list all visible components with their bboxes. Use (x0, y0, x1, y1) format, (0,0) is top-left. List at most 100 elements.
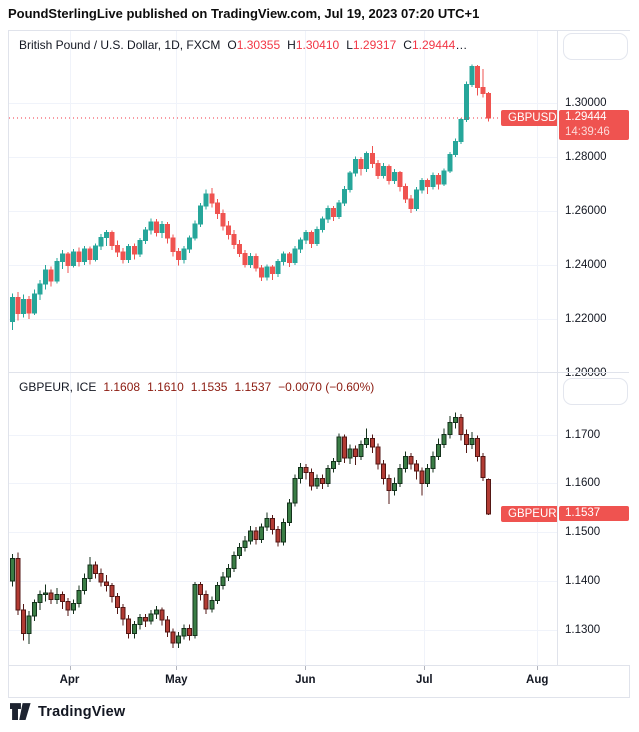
candle-body (325, 468, 331, 484)
symbol-badge-gbpusd: GBPUSD (501, 109, 557, 126)
candle-body (259, 267, 265, 278)
candle-body (10, 296, 15, 323)
month-label-aug: Aug (526, 674, 549, 686)
candle-body (59, 593, 65, 602)
candle-body (463, 434, 469, 445)
candle-body (37, 593, 43, 604)
candle-body (76, 251, 82, 263)
candle-body (303, 467, 309, 474)
candle-body (253, 530, 259, 540)
candle-body (353, 159, 359, 174)
candle-body (480, 456, 486, 478)
candle-body (236, 547, 242, 556)
month-tick (70, 666, 71, 670)
candles-series (10, 412, 492, 649)
candle-body (375, 163, 381, 176)
candle-body (408, 198, 414, 209)
time-axis[interactable]: Apr May Jun Jul Aug (9, 665, 629, 697)
candle-body (109, 585, 115, 597)
candle-body (209, 193, 215, 204)
candle-body (70, 251, 76, 267)
candle-body (153, 609, 159, 615)
legend-value: 1.1608 (103, 380, 141, 394)
candle-body (192, 584, 198, 636)
candle-body (297, 467, 303, 479)
candle-body (358, 443, 364, 458)
bar-countdown: 14:39:46 (565, 125, 610, 138)
candle-body (26, 615, 32, 634)
gbpeur-plot[interactable] (9, 373, 557, 665)
candle-body (26, 299, 32, 314)
ohlc-value: 1.29317 (352, 38, 397, 52)
candle-body (342, 436, 348, 459)
candle-body (159, 609, 165, 621)
candle-body (214, 585, 220, 601)
pane-divider[interactable] (9, 372, 629, 373)
candle-body (342, 188, 348, 204)
gbpusd-plot[interactable] (9, 31, 557, 372)
candle-body (414, 189, 420, 209)
pane-gbpusd[interactable]: British Pound / U.S. Dollar, 1D, FXCM O1.… (9, 31, 557, 372)
pane-controls-box-top[interactable] (563, 33, 628, 60)
candle-body (347, 172, 353, 190)
candle-body (104, 232, 110, 238)
pane-gbpeur[interactable]: GBPEUR, ICE 1.1608 1.1610 1.1535 1.1537 −0.00… (9, 373, 557, 665)
candle-body (87, 564, 93, 579)
month-label-jul: Jul (415, 674, 433, 686)
candle-body (308, 472, 314, 487)
month-label-jun: Jun (295, 674, 316, 686)
candle-body (10, 557, 15, 582)
legend-value: 1.1537 (234, 380, 272, 394)
candle-body (54, 593, 60, 600)
price-tick-label: 1.1300 (565, 623, 601, 636)
candle-body (331, 460, 337, 470)
candle-body (292, 477, 298, 504)
ohlc-value: 1.29444 (411, 38, 456, 52)
candle-body (115, 595, 121, 609)
candle-body (214, 202, 220, 215)
candle-body (353, 448, 359, 458)
ohlc-value: 1.30355 (236, 38, 281, 52)
candle-body (391, 172, 397, 182)
brand-footer[interactable]: TradingView (10, 703, 125, 721)
candle-body (93, 564, 99, 575)
candle-body (474, 66, 480, 88)
candle-body (15, 296, 21, 315)
candle-body (275, 261, 281, 275)
pane-controls-box-bottom[interactable] (563, 378, 628, 405)
candle-body (441, 170, 447, 185)
price-tick-label: 1.26000 (565, 204, 607, 217)
price-scale[interactable]: 1.300001.280001.260001.240001.220001.200… (557, 31, 630, 665)
candle-body (486, 92, 492, 119)
ohlc-key: L (346, 38, 353, 52)
candle-body (425, 468, 431, 484)
candle-body (131, 624, 137, 634)
candle-body (176, 250, 182, 261)
month-tick (176, 666, 177, 670)
candle-body (436, 443, 442, 458)
ohlc-value: 1.30410 (295, 38, 340, 52)
candle-body (203, 593, 209, 610)
candle-body (452, 140, 458, 155)
candle-body (192, 223, 198, 239)
candle-body (391, 482, 397, 492)
candle-body (336, 436, 342, 462)
candle-body (369, 437, 375, 448)
candle-body (142, 616, 148, 622)
legend-gbpusd: British Pound / U.S. Dollar, 1D, FXCM O1.… (19, 38, 467, 52)
price-tick-label: 1.30000 (565, 96, 607, 109)
candle-body (447, 421, 453, 436)
candle-body (259, 526, 265, 540)
chart-widget: British Pound / U.S. Dollar, 1D, FXCM O1.… (8, 30, 630, 698)
candle-body (148, 613, 154, 622)
brand-label: TradingView (38, 704, 126, 720)
legend-ellipsis: … (455, 38, 468, 52)
candle-body (303, 232, 309, 241)
candle-body (369, 153, 375, 165)
candle-body (402, 186, 408, 200)
candle-body (452, 417, 458, 423)
month-label-may: May (165, 674, 188, 686)
candles-series (10, 64, 492, 330)
candle-body (126, 618, 132, 634)
